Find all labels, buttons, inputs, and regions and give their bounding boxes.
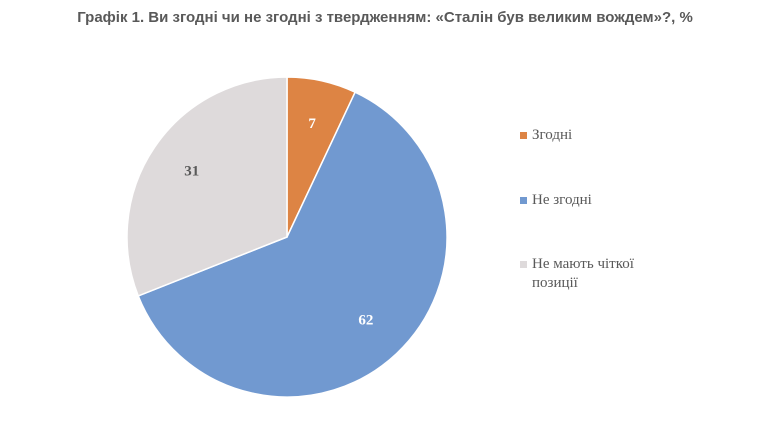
legend-swatch-disagree [520,197,527,204]
legend-label-agree: Згодні [532,127,573,143]
data-label-no-position: 31 [184,164,199,180]
legend-item-agree: Згодні [520,126,720,145]
chart-title: Графік 1. Ви згодні чи не згодні з тверд… [77,9,693,26]
data-label-agree: 7 [308,116,316,132]
pie-slice-no-position [126,76,288,297]
legend-item-no-position: Не мають чіткої позиції [520,255,720,293]
legend-item-disagree: Не згодні [520,191,720,210]
legend-swatch-agree [520,132,527,139]
legend-label-disagree: Не згодні [532,192,592,208]
pie-slice-disagree [137,91,448,398]
legend-label-no-position: Не мають чіткої позиції [532,256,634,291]
legend-swatch-no-position [520,261,527,268]
data-label-disagree: 62 [358,312,373,328]
